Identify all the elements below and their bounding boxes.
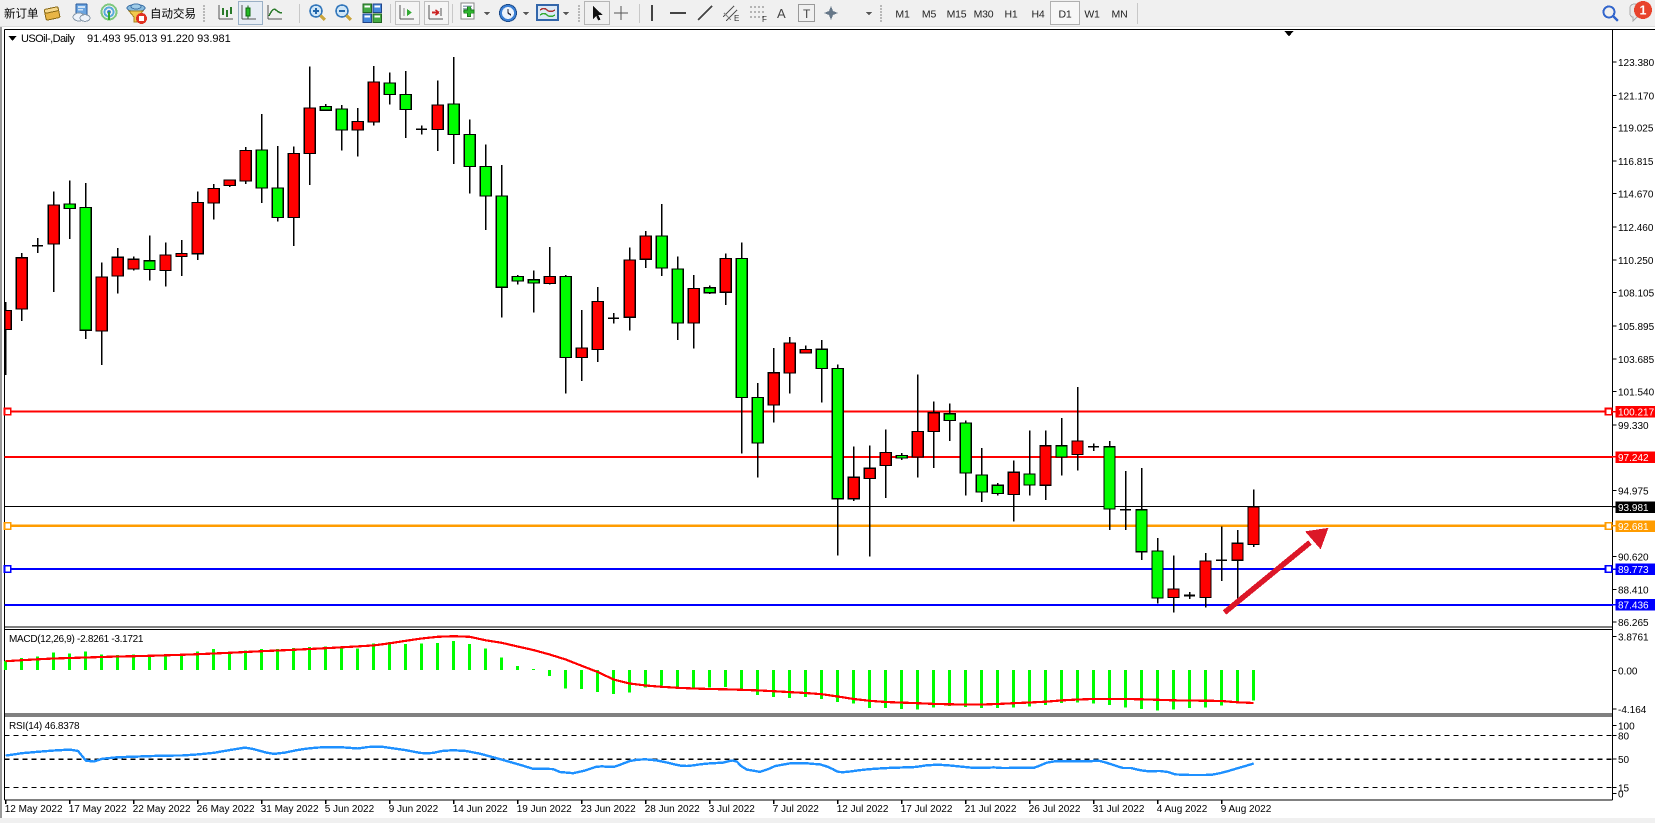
svg-text:新订单: 新订单 [4, 7, 39, 21]
svg-text:M15: M15 [947, 9, 967, 21]
svg-text:26 May 2022: 26 May 2022 [197, 804, 255, 815]
svg-text:9 Aug 2022: 9 Aug 2022 [1221, 804, 1272, 815]
svg-text:87.436: 87.436 [1618, 601, 1649, 612]
svg-text:4 Aug 2022: 4 Aug 2022 [1157, 804, 1208, 815]
svg-text:90.620: 90.620 [1618, 552, 1649, 563]
svg-text:3.8761: 3.8761 [1618, 633, 1649, 644]
svg-text:自动交易: 自动交易 [150, 7, 196, 21]
svg-text:W1: W1 [1084, 9, 1100, 21]
svg-text:121.170: 121.170 [1618, 91, 1655, 102]
svg-text:93.981: 93.981 [1618, 503, 1649, 514]
svg-text:21 Jul 2022: 21 Jul 2022 [965, 804, 1017, 815]
svg-text:A: A [777, 6, 786, 21]
svg-text:108.105: 108.105 [1618, 289, 1655, 300]
svg-text:100: 100 [1618, 722, 1635, 733]
svg-text:1: 1 [1640, 4, 1647, 18]
svg-text:F: F [762, 15, 767, 24]
svg-text:7 Jul 2022: 7 Jul 2022 [773, 804, 820, 815]
svg-text:31 Jul 2022: 31 Jul 2022 [1093, 804, 1145, 815]
svg-text:H1: H1 [1004, 9, 1017, 21]
svg-text:0: 0 [1618, 790, 1624, 801]
svg-text:12 Jul 2022: 12 Jul 2022 [837, 804, 889, 815]
svg-text:M1: M1 [895, 9, 910, 21]
svg-text:17 May 2022: 17 May 2022 [69, 804, 127, 815]
svg-text:MACD(12,26,9) -2.8261 -3.1721: MACD(12,26,9) -2.8261 -3.1721 [9, 634, 144, 645]
svg-text:50: 50 [1618, 755, 1630, 766]
svg-text:22 May 2022: 22 May 2022 [133, 804, 191, 815]
svg-text:T: T [803, 7, 811, 21]
svg-text:0.00: 0.00 [1618, 667, 1638, 678]
svg-text:86.265: 86.265 [1618, 618, 1649, 629]
svg-text:80: 80 [1618, 731, 1630, 742]
svg-text:19 Jun 2022: 19 Jun 2022 [517, 804, 572, 815]
svg-text:MN: MN [1112, 9, 1128, 21]
svg-text:RSI(14) 46.8378: RSI(14) 46.8378 [9, 721, 80, 732]
svg-text:114.670: 114.670 [1618, 189, 1654, 200]
svg-text:97.242: 97.242 [1618, 453, 1649, 464]
svg-text:15: 15 [1618, 784, 1630, 795]
svg-text:123.380: 123.380 [1618, 58, 1655, 69]
svg-text:3 Jul 2022: 3 Jul 2022 [709, 804, 756, 815]
svg-text:23 Jun 2022: 23 Jun 2022 [581, 804, 636, 815]
svg-text:5 Jun 2022: 5 Jun 2022 [325, 804, 375, 815]
svg-text:-4.164: -4.164 [1618, 705, 1647, 716]
svg-text:9 Jun 2022: 9 Jun 2022 [389, 804, 439, 815]
svg-text:12 May 2022: 12 May 2022 [5, 804, 63, 815]
svg-text:14 Jun 2022: 14 Jun 2022 [453, 804, 508, 815]
svg-text:92.681: 92.681 [1618, 522, 1649, 533]
svg-text:112.460: 112.460 [1618, 223, 1654, 234]
svg-text:D1: D1 [1058, 9, 1071, 21]
svg-text:31 May 2022: 31 May 2022 [261, 804, 319, 815]
svg-text:89.773: 89.773 [1618, 565, 1649, 576]
svg-text:M5: M5 [922, 9, 937, 21]
svg-text:119.025: 119.025 [1618, 124, 1654, 135]
svg-text:103.685: 103.685 [1618, 355, 1655, 366]
svg-text:M30: M30 [974, 9, 994, 21]
svg-text:105.895: 105.895 [1618, 322, 1655, 333]
svg-text:110.250: 110.250 [1618, 256, 1654, 267]
svg-text:USOil-,Daily: USOil-,Daily [21, 33, 75, 45]
svg-text:88.410: 88.410 [1618, 586, 1649, 597]
svg-text:17 Jul 2022: 17 Jul 2022 [901, 804, 953, 815]
svg-text:99.330: 99.330 [1618, 421, 1649, 432]
svg-text:91.493 95.013 91.220 93.981: 91.493 95.013 91.220 93.981 [87, 33, 231, 45]
svg-text:116.815: 116.815 [1618, 157, 1654, 168]
svg-text:101.540: 101.540 [1618, 388, 1655, 399]
svg-text:E: E [734, 14, 739, 23]
svg-text:94.975: 94.975 [1618, 487, 1649, 498]
svg-text:28 Jun 2022: 28 Jun 2022 [645, 804, 700, 815]
svg-text:H4: H4 [1031, 9, 1044, 21]
svg-text:100.217: 100.217 [1618, 408, 1655, 419]
svg-text:26 Jul 2022: 26 Jul 2022 [1029, 804, 1081, 815]
